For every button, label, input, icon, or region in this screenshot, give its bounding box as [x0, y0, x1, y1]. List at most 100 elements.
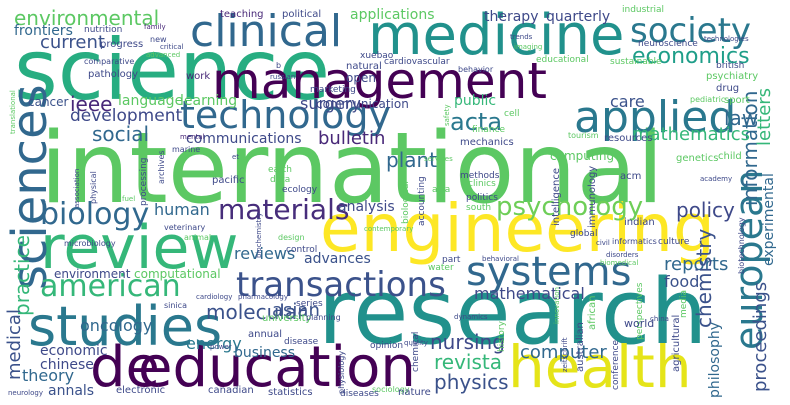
word-critical: critical [160, 43, 184, 51]
word-oncology: oncology [80, 316, 153, 335]
word-advanced: advanced [146, 51, 181, 59]
word-b: b [276, 61, 282, 70]
word-china: china [650, 315, 669, 323]
word-applications: applications [350, 7, 435, 23]
word-behavior: behavior [458, 65, 494, 74]
word-materials: materials [218, 193, 350, 226]
word-health: health [508, 333, 692, 401]
word-pacific: pacific [212, 175, 245, 186]
word-environmental: environmental [14, 6, 160, 30]
word-language: language [118, 93, 184, 109]
word-sport: sport [724, 95, 750, 106]
word-agricultural: agricultural [671, 314, 682, 372]
word-reviews: reviews [234, 244, 296, 263]
word-neuroscience: neuroscience [638, 39, 698, 49]
word-physical: physical [89, 171, 98, 204]
word-part: part [442, 255, 461, 265]
word-biology: biology [40, 197, 150, 232]
word-control: control [286, 245, 318, 255]
word-asia: asia [432, 185, 451, 195]
word-marine: marine [172, 145, 201, 154]
word-safety: safety [443, 104, 451, 126]
word-review: review [40, 213, 239, 283]
word-cell: cell [504, 109, 520, 119]
word-services: services [424, 155, 453, 163]
word-business: business [234, 345, 296, 361]
word-marketing: marketing [310, 85, 356, 95]
word-dynamics: dynamics [454, 313, 488, 321]
word-science: science [14, 21, 331, 119]
word-mathematics: mathematics [632, 124, 751, 145]
word-russian: russian [270, 73, 296, 81]
word-et: et [232, 153, 240, 161]
word-design: design [278, 233, 305, 242]
word-child: child [718, 151, 742, 162]
word-progress: progress [100, 39, 144, 50]
word-south: south [466, 203, 492, 213]
word-practice: practice [10, 235, 34, 316]
word-statistics: statistics [268, 387, 313, 398]
word-disease: disease [284, 337, 319, 347]
word-drug: drug [716, 83, 740, 94]
word-psychology: psychology [496, 192, 644, 222]
word-pharmacology: pharmacology [238, 293, 288, 301]
word-world: world [624, 317, 655, 330]
word-disorders: disorders [606, 251, 639, 259]
word-genetics: genetics [676, 153, 719, 164]
word-international: international [40, 112, 664, 226]
word-public: public [454, 93, 497, 109]
word-neurology: neurology [8, 389, 43, 397]
word-biochemistry: biochemistry [255, 212, 263, 258]
word-open: open [346, 71, 376, 85]
word-finance: finance [472, 125, 506, 135]
word-chemical: chemical [411, 331, 421, 372]
word-transactions: transactions [236, 265, 446, 305]
word-politics: politics [466, 193, 498, 203]
word-microbiology: microbiology [64, 239, 116, 248]
word-intelligence: intelligence [551, 167, 562, 226]
word-family: family [144, 23, 166, 31]
word-letters: letters [754, 87, 775, 146]
word-social: social [92, 122, 150, 146]
word-immunology: immunology [587, 165, 598, 228]
word-biological: biological [401, 181, 411, 224]
word-fuel: fuel [122, 195, 136, 203]
word-food: food [664, 272, 700, 291]
word-educational: educational [536, 55, 589, 65]
word-engineering: engineering [320, 190, 715, 267]
word-pediatric: pediatric [690, 95, 726, 104]
word-therapy: therapy [484, 9, 539, 25]
word-communication: communication [316, 97, 409, 111]
word-nutrition: nutrition [84, 25, 123, 35]
word-reports: reports [664, 254, 729, 275]
word-translational: translational [9, 90, 17, 134]
word-learning: learning [180, 93, 238, 109]
word-processing: processing [139, 157, 149, 206]
word-mechanics: mechanics [460, 137, 514, 148]
word-university: university [262, 313, 312, 324]
word-environment: environment [54, 267, 131, 281]
word-philosophy: philosophy [707, 321, 723, 398]
word-frontiers: frontiers [14, 23, 73, 39]
word-quality: quality [404, 339, 428, 347]
word-systems: systems [466, 249, 632, 295]
word-education: education [138, 335, 416, 400]
word-computer: computer [520, 342, 607, 363]
word-de: de [90, 335, 160, 400]
word-asian: asian [272, 300, 320, 321]
word-civil: civil [596, 239, 610, 247]
word-experimental: experimental [761, 173, 777, 266]
word-political: political [282, 9, 322, 20]
word-research: research [318, 260, 708, 365]
word-academy: academy [700, 175, 733, 183]
word-innovation: innovation [553, 287, 561, 324]
word-accounting: accounting [417, 176, 427, 226]
word-history: history [497, 321, 507, 352]
word-resources: resources [604, 133, 653, 144]
word-electronic: electronic [116, 385, 166, 396]
word-pathology: pathology [88, 69, 139, 80]
word-work: work [186, 71, 211, 82]
word-acm: acm [620, 171, 642, 182]
word-planning: planning [306, 313, 341, 322]
word-global: global [570, 229, 598, 239]
